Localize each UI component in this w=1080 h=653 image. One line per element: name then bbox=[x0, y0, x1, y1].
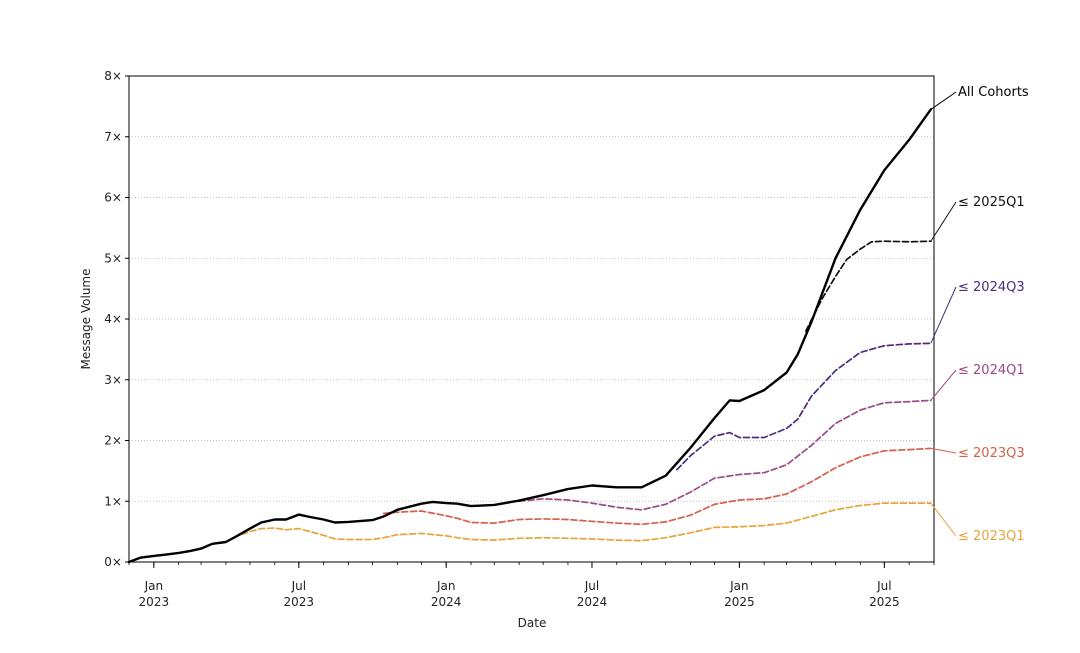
series-line-all-cohorts bbox=[127, 108, 932, 564]
y-tick-label: 7× bbox=[104, 130, 122, 144]
x-tick-label-year: 2023 bbox=[139, 595, 170, 609]
y-axis-title: Message Volume bbox=[79, 268, 93, 369]
x-tick-label-year: 2025 bbox=[724, 595, 755, 609]
y-tick-label: 2× bbox=[104, 434, 122, 448]
series-line-2023q3 bbox=[382, 447, 932, 526]
x-tick-label-month: Jan bbox=[436, 579, 456, 593]
x-tick-label-month: Jul bbox=[876, 579, 891, 593]
y-tick-label: 1× bbox=[104, 494, 122, 508]
series-label-leader bbox=[930, 201, 957, 242]
series-label: ≤ 2023Q1 bbox=[958, 529, 1025, 544]
series-labels: ≤ 2023Q1 ≤ 2023Q3 ≤ 2024Q1 ≤ 2024Q3 ≤ 2025Q1… bbox=[930, 85, 1029, 544]
series-label: ≤ 2024Q3 bbox=[958, 280, 1025, 295]
series-label: ≤ 2024Q1 bbox=[958, 363, 1025, 378]
series-label-leader bbox=[930, 91, 957, 110]
y-axis: 0× 1× 2× 3× 4× 5× 6× 7× 8× bbox=[104, 69, 129, 569]
x-tick-label-month: Jul bbox=[291, 579, 306, 593]
y-tick-label: 3× bbox=[104, 373, 122, 387]
series-label-leader bbox=[930, 286, 957, 344]
series-line-2025q1 bbox=[804, 240, 932, 332]
series-line-2024q1 bbox=[518, 399, 932, 511]
series-label: ≤ 2025Q1 bbox=[958, 195, 1025, 210]
x-tick-label-month: Jan bbox=[144, 579, 164, 593]
x-tick-label-month: Jul bbox=[584, 579, 599, 593]
x-tick-label-year: 2024 bbox=[577, 595, 608, 609]
x-tick-label-year: 2023 bbox=[284, 595, 315, 609]
series-label: ≤ 2023Q3 bbox=[958, 446, 1025, 461]
series-lines bbox=[127, 108, 932, 564]
series-label: All Cohorts bbox=[958, 85, 1029, 100]
y-tick-label: 4× bbox=[104, 312, 122, 326]
series-label-leader bbox=[930, 447, 957, 454]
x-tick-label-month: Jan bbox=[729, 579, 749, 593]
y-tick-label: 8× bbox=[104, 69, 122, 83]
x-axis: Jan 2023 Jul 2023 Jan 2024 Jul 2024 Jan 2025 Jul 20… bbox=[128, 562, 935, 609]
x-tick-label-year: 2025 bbox=[869, 595, 900, 609]
gridlines bbox=[129, 136, 934, 502]
x-axis-title: Date bbox=[518, 616, 547, 630]
y-tick-label: 0× bbox=[104, 555, 122, 569]
series-line-2024q3 bbox=[676, 342, 932, 471]
series-label-leader bbox=[930, 502, 957, 537]
x-tick-label-year: 2024 bbox=[431, 595, 462, 609]
series-label-leader bbox=[930, 369, 957, 401]
series-line-2023q1 bbox=[128, 502, 932, 563]
y-tick-label: 5× bbox=[104, 251, 122, 265]
y-tick-label: 6× bbox=[104, 191, 122, 205]
